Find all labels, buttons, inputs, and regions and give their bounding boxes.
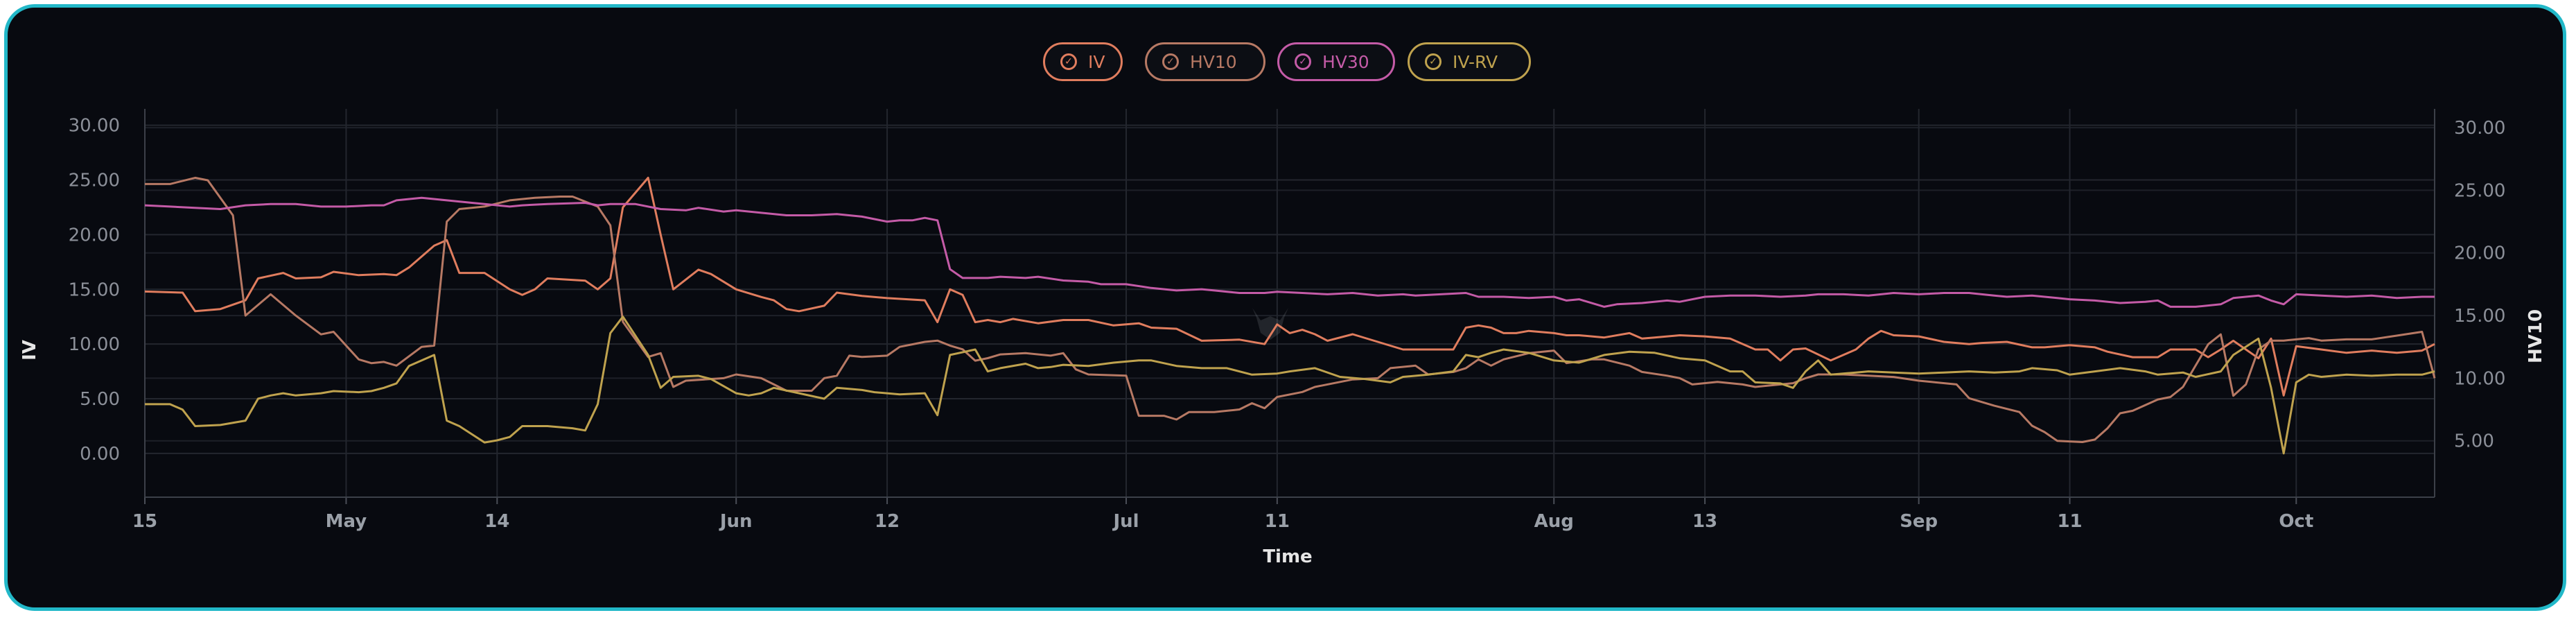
y-left-tick-label: 25.00	[69, 171, 120, 191]
y-axis-left-label: IV	[19, 340, 40, 361]
y-left-tick-label: 20.00	[69, 225, 120, 245]
check-icon: ✓	[1425, 53, 1442, 70]
x-tick-label: 11	[2057, 511, 2082, 532]
x-tick-label: Jul	[1112, 511, 1139, 532]
line-chart: 30.00 25.00 20.00 15.00 10.00 5.00 0.00 30.00 25…	[19, 109, 2546, 567]
y-left-tick-label: 5.00	[80, 389, 120, 410]
y-right-tick-label: 15.00	[2454, 306, 2505, 327]
x-tick-label: 12	[875, 511, 900, 532]
tick-labels: 30.00 25.00 20.00 15.00 10.00 5.00 0.00 30.00 25…	[69, 116, 2506, 532]
x-axis-label: Time	[1263, 546, 1312, 567]
bull-logo-watermark	[1252, 308, 1288, 340]
x-tick-label: 11	[1265, 511, 1290, 532]
y-right-tick-label: 5.00	[2454, 431, 2494, 452]
chart-panel: ✓ IV ✓ HV10 ✓ HV30 ✓ IV-RV 30.00 25.00 20.…	[4, 4, 2566, 611]
axes	[144, 109, 2435, 504]
y-right-tick-label: 30.00	[2454, 118, 2505, 139]
x-tick-label: 14	[484, 511, 509, 532]
y-left-tick-label: 10.00	[69, 334, 120, 355]
x-tick-label: Sep	[1900, 511, 1938, 532]
legend-item-hv10[interactable]: ✓ HV10	[1145, 42, 1265, 81]
legend-label: IV	[1088, 51, 1105, 72]
y-right-tick-label: 10.00	[2454, 368, 2505, 389]
check-icon: ✓	[1162, 53, 1179, 70]
legend-label: HV30	[1322, 51, 1369, 72]
x-tick-label: 13	[1692, 511, 1717, 532]
y-left-tick-label: 30.00	[69, 116, 120, 137]
legend-item-iv-rv[interactable]: ✓ IV-RV	[1408, 42, 1531, 81]
legend-label: HV10	[1190, 51, 1237, 72]
series-line-iv-rv	[145, 316, 2435, 455]
legend-item-hv30[interactable]: ✓ HV30	[1277, 42, 1395, 81]
y-right-tick-label: 20.00	[2454, 243, 2505, 264]
x-tick-label: May	[326, 511, 367, 532]
series-line-iv	[144, 176, 2435, 397]
legend: ✓ IV ✓ HV10 ✓ HV30 ✓ IV-RV	[8, 42, 2563, 88]
series-lines	[144, 176, 2436, 455]
check-icon: ✓	[1295, 53, 1311, 70]
y-left-tick-label: 15.00	[69, 279, 120, 300]
y-axis-right-label: HV10	[2525, 309, 2546, 363]
y-left-tick-label: 0.00	[80, 444, 120, 465]
x-tick-label: Jun	[719, 511, 753, 532]
x-tick-label: Oct	[2279, 511, 2313, 532]
series-line-hv30	[144, 196, 2435, 308]
y-right-tick-label: 25.00	[2454, 180, 2505, 201]
series-line-hv10	[145, 176, 2436, 443]
check-icon: ✓	[1060, 53, 1077, 70]
legend-item-iv[interactable]: ✓ IV	[1043, 42, 1123, 81]
legend-label: IV-RV	[1453, 51, 1498, 72]
gridlines	[144, 109, 2435, 497]
x-tick-label: Aug	[1534, 511, 1574, 532]
x-tick-label: 15	[132, 511, 157, 532]
